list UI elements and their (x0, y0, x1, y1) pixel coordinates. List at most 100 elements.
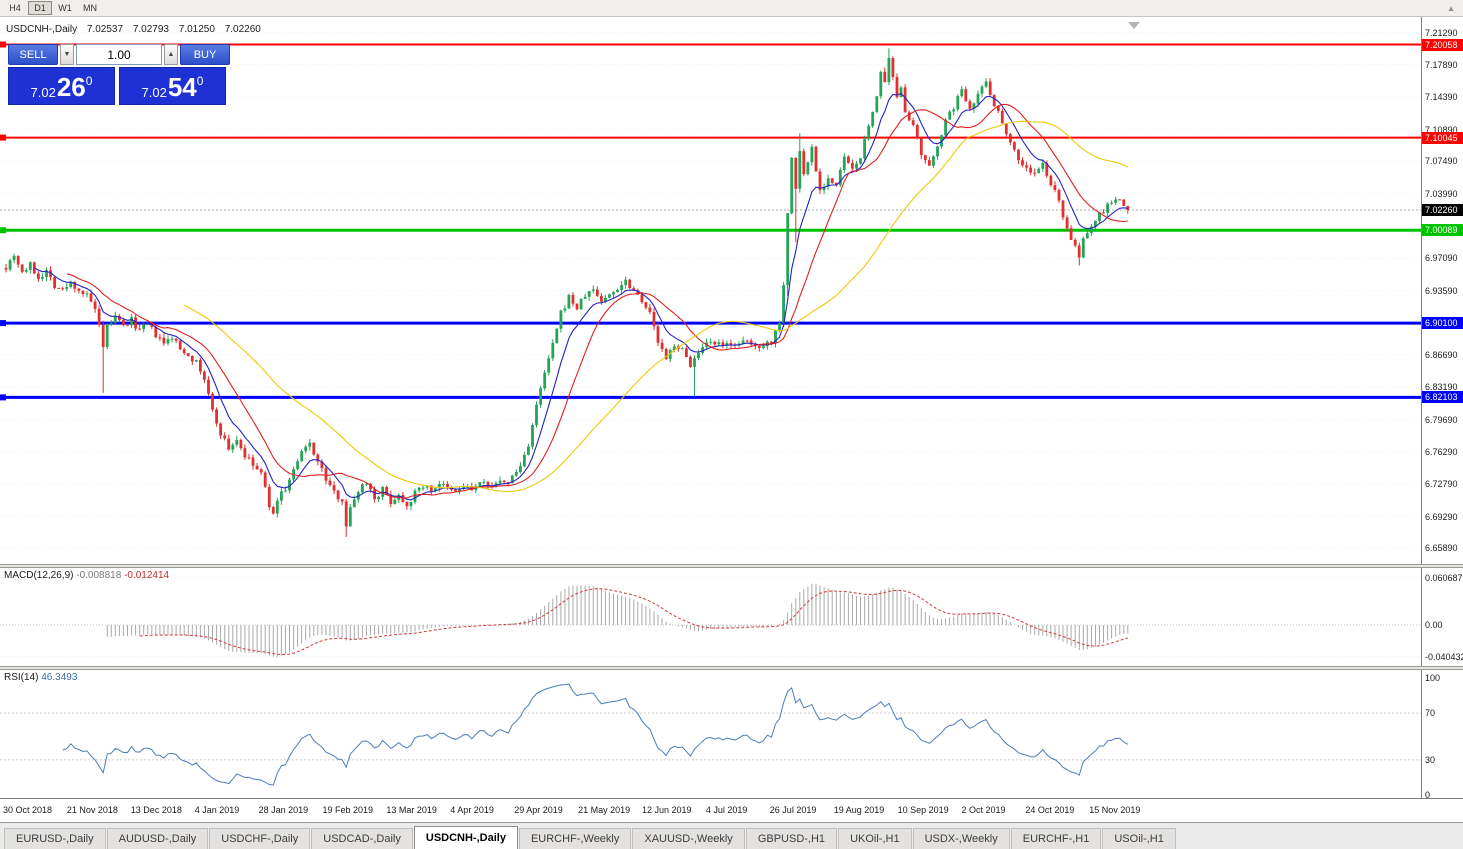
date-axis-label: 4 Jan 2019 (194, 805, 240, 815)
candlestick-chart[interactable] (0, 17, 1421, 564)
timeframe-button-d1[interactable]: D1 (28, 1, 52, 15)
chart-symbol-label: USDCNH-,Daily (6, 24, 78, 35)
price-axis-label: 7.03990 (1425, 188, 1458, 199)
price-line-badge: 7.00089 (1422, 224, 1463, 237)
toolbar-overflow-icon[interactable]: ▲ (1447, 4, 1455, 13)
ohlc-open: 7.02537 (86, 24, 124, 35)
price-axis-label: 6.97090 (1425, 253, 1458, 264)
date-axis-label: 15 Nov 2019 (1089, 805, 1141, 815)
chart-tab-usdchf--daily[interactable]: USDCHF-,Daily (209, 828, 311, 849)
price-axis-label: 7.14390 (1425, 92, 1458, 103)
sell-price-box[interactable]: 7.02 26 0 (8, 67, 115, 105)
timeframe-toolbar: H4 D1 W1 MN ▲ (0, 0, 1463, 17)
rsi-indicator-label: RSI(14) 46.3493 (4, 672, 77, 683)
price-axis-label: 6.72790 (1425, 479, 1458, 490)
macd-indicator-label: MACD(12,26,9) -0.008818 -0.012414 (4, 570, 169, 581)
timeframe-button-w1[interactable]: W1 (58, 3, 72, 13)
ohlc-low: 7.01250 (178, 24, 215, 35)
price-axis[interactable]: 7.21290 7.17890 7.14390 7.10890 7.07490 7.039… (1421, 17, 1463, 800)
chart-tab-usdx--weekly[interactable]: USDX-,Weekly (912, 828, 1010, 849)
date-axis-label: 30 Oct 2018 (3, 805, 53, 815)
chart-tab-ukoil--h1[interactable]: UKOil-,H1 (838, 828, 912, 849)
price-chart-panel[interactable] (0, 17, 1421, 564)
chart-tab-xauusd--weekly[interactable]: XAUUSD-,Weekly (632, 828, 745, 849)
macd-value-signal: -0.012414 (124, 570, 170, 581)
buy-price-pipette: 0 (196, 74, 204, 88)
date-axis-label: 13 Mar 2019 (386, 805, 437, 815)
date-axis-label: 29 Apr 2019 (514, 805, 563, 815)
buy-button[interactable]: BUY (180, 44, 230, 65)
sell-button[interactable]: SELL (8, 44, 58, 65)
macd-axis-label: -0.040432 (1425, 651, 1463, 662)
sell-price-pipette: 0 (85, 74, 93, 88)
date-axis-label: 19 Aug 2019 (833, 805, 885, 815)
rsi-indicator-panel[interactable] (0, 670, 1421, 798)
price-line-badge: 7.10045 (1422, 131, 1463, 144)
date-axis-label: 10 Sep 2019 (897, 805, 949, 815)
macd-value-main: -0.008818 (76, 570, 122, 581)
sell-price-pips: 26 (56, 72, 86, 102)
rsi-axis-label: 70 (1425, 708, 1436, 719)
panel-splitter[interactable] (0, 666, 1463, 670)
volume-input[interactable] (76, 44, 162, 65)
price-axis-label: 6.65890 (1425, 543, 1458, 554)
ohlc-close: 7.02260 (224, 24, 261, 35)
chart-tab-bar: EURUSD-,Daily AUDUSD-,Daily USDCHF-,Daily U… (0, 822, 1463, 849)
price-axis-label: 7.07490 (1425, 156, 1458, 167)
chart-tab-eurchf--h1[interactable]: EURCHF-,H1 (1010, 828, 1102, 849)
rsi-chart[interactable] (0, 670, 1421, 798)
macd-axis-label: 0.060687 (1425, 572, 1463, 583)
timeframe-button-h4[interactable]: H4 (9, 3, 21, 13)
chart-tab-usdcad--daily[interactable]: USDCAD-,Daily (311, 828, 413, 849)
macd-indicator-panel[interactable] (0, 568, 1421, 666)
price-axis-label: 6.79690 (1425, 414, 1458, 425)
date-axis-label: 21 May 2019 (578, 805, 631, 815)
ohlc-high: 7.02793 (132, 24, 169, 35)
macd-chart[interactable] (0, 568, 1421, 666)
price-axis-label: 6.76290 (1425, 446, 1458, 457)
date-axis-label: 2 Oct 2019 (961, 805, 1006, 815)
chart-tab-usoil--h1[interactable]: USOil-,H1 (1102, 828, 1176, 849)
date-axis-label: 19 Feb 2019 (322, 805, 374, 815)
chart-tab-gbpusd--h1[interactable]: GBPUSD-,H1 (745, 828, 838, 849)
chart-tab-eurchf--weekly[interactable]: EURCHF-,Weekly (518, 828, 632, 849)
price-axis-label: 6.86690 (1425, 349, 1458, 360)
current-price-badge: 7.02260 (1422, 204, 1463, 216)
buy-price-box[interactable]: 7.02 54 0 (119, 67, 226, 105)
price-axis-label: 7.17890 (1425, 59, 1458, 70)
date-axis-label: 28 Jan 2019 (258, 805, 309, 815)
volume-decrease-button[interactable]: ▼ (60, 44, 74, 65)
rsi-axis-label: 100 (1425, 673, 1441, 683)
chart-tab-audusd--daily[interactable]: AUDUSD-,Daily (106, 828, 209, 849)
buy-price-prefix: 7.02 (141, 85, 167, 100)
volume-increase-button[interactable]: ▲ (164, 44, 178, 65)
panel-splitter[interactable] (0, 564, 1463, 568)
date-axis-label: 4 Apr 2019 (450, 805, 494, 815)
one-click-trade-panel: SELL ▼ ▲ BUY 7.02 26 0 7.02 54 0 (8, 44, 230, 105)
macd-axis-label: 0.00 (1425, 620, 1443, 630)
macd-title: MACD(12,26,9) (4, 570, 74, 581)
buy-price-pips: 54 (167, 72, 197, 102)
date-axis-label: 24 Oct 2019 (1025, 805, 1075, 815)
date-axis[interactable]: 30 Oct 2018 21 Nov 2018 13 Dec 2018 4 Jan 2… (0, 798, 1463, 822)
rsi-axis-label: 30 (1425, 754, 1436, 765)
price-line-badge: 6.90100 (1422, 317, 1463, 330)
price-line-badge: 7.20058 (1422, 38, 1463, 51)
price-axis-label: 6.69290 (1425, 511, 1458, 522)
price-axis-label: 6.83190 (1425, 382, 1458, 393)
chart-tab-eurusd--daily[interactable]: EURUSD-,Daily (4, 828, 106, 849)
chart-ohlc-header: USDCNH-,Daily 7.02537 7.02793 7.01250 7.… (6, 24, 268, 35)
timeframe-button-mn[interactable]: MN (83, 3, 97, 13)
price-line-badge: 6.82103 (1422, 391, 1463, 404)
rsi-axis-label: 0 (1425, 790, 1431, 800)
date-axis-label: 13 Dec 2018 (130, 805, 182, 815)
sell-price-prefix: 7.02 (30, 85, 56, 100)
chart-tab-usdcnh--daily[interactable]: USDCNH-,Daily (413, 826, 518, 849)
date-axis-label: 4 Jul 2019 (705, 805, 748, 815)
rsi-value: 46.3493 (41, 672, 78, 683)
price-axis-label: 7.21290 (1425, 28, 1458, 38)
date-axis-label: 12 Jun 2019 (642, 805, 692, 815)
rsi-title: RSI(14) (4, 672, 39, 683)
price-axis-label: 6.93590 (1425, 285, 1458, 296)
